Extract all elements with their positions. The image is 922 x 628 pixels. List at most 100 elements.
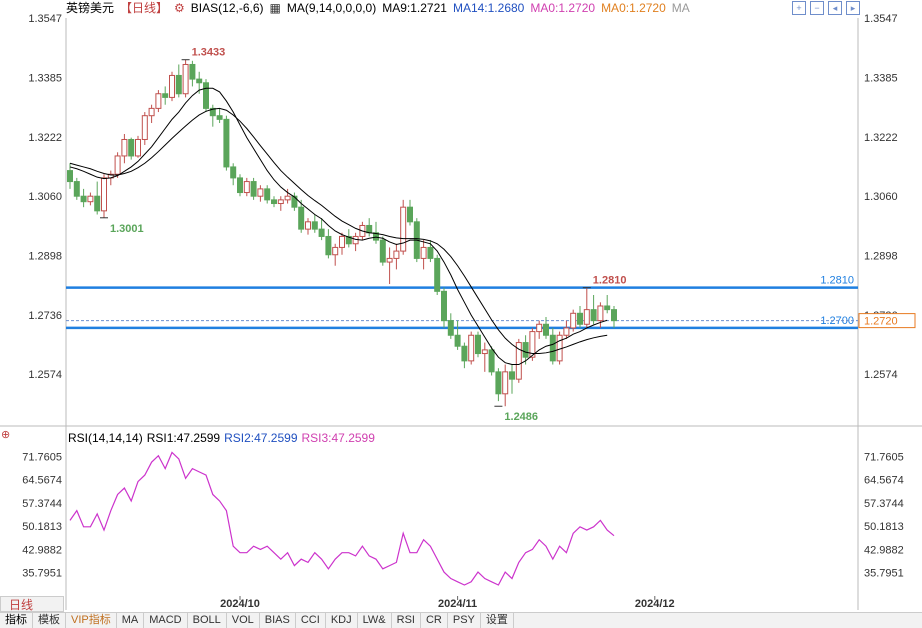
ma9-line	[69, 87, 608, 366]
rsi3-value: RSI3:47.2599	[301, 431, 375, 445]
price-tick-label: 1.3222	[28, 132, 62, 144]
indicator-tab[interactable]: LW&	[358, 613, 392, 628]
indicator-tab[interactable]: VOL	[227, 613, 260, 628]
indicator-tab[interactable]: CR	[421, 613, 448, 628]
candle-body	[549, 334, 556, 362]
price-tick-label: 1.3385	[28, 72, 62, 84]
candle-body	[277, 199, 284, 205]
candle-body	[366, 224, 373, 234]
candle-body	[407, 206, 413, 223]
scroll-right-icon[interactable]: ▸	[846, 1, 860, 15]
indicator-tab[interactable]: BOLL	[188, 613, 227, 628]
moving-average-lines	[69, 87, 608, 366]
candle-body	[67, 170, 73, 183]
ma9-value: MA9:1.2721	[382, 1, 447, 15]
indicator-tab[interactable]: CCI	[296, 613, 326, 628]
indicator-tab[interactable]: 设置	[481, 613, 514, 628]
indicator-tab[interactable]: PSY	[448, 613, 481, 628]
chart-icon[interactable]: ▦	[269, 1, 281, 15]
candle-body	[271, 199, 277, 205]
candle-body	[345, 235, 352, 245]
price-tick-label: 1.2736	[28, 310, 62, 322]
indicator-tab-bar: 指标 模板 VIP指标 MA MACD BOLL VOL BIAS CCI KDJ LW& RSI CR…	[0, 612, 922, 628]
zoom-out-icon[interactable]: −	[810, 1, 824, 15]
candle-body	[250, 181, 257, 197]
horizontal-line-label: 1.2810	[820, 275, 854, 287]
price-axis-left: 1.3547 1.3385 1.3222 1.3060 1.2898 1.2736 1.25…	[28, 13, 62, 381]
candle-body	[318, 228, 325, 237]
candle-body	[509, 371, 515, 380]
candle-body	[447, 320, 454, 336]
candle-body	[237, 177, 243, 194]
symbol-name: 英镑美元	[66, 1, 115, 15]
candle-body	[481, 349, 488, 355]
candle-body	[590, 309, 597, 322]
price-tick-label: 1.2574	[28, 369, 62, 381]
scroll-left-icon[interactable]: ◂	[828, 1, 842, 15]
period-label[interactable]: 【日线】	[120, 1, 169, 15]
ma-tail-label: MA	[671, 1, 690, 15]
candle-body	[400, 206, 407, 252]
current-price-tag	[858, 313, 916, 329]
candle-body	[583, 309, 590, 325]
indicator-tab[interactable]: KDJ	[326, 613, 358, 628]
indicator-tab[interactable]: 模板	[33, 613, 66, 628]
rsi-tick-label-right: 42.9882	[864, 544, 904, 556]
candle-body	[502, 371, 509, 395]
rsi-params: RSI(14,14,14)	[68, 431, 143, 445]
candle-body	[379, 239, 386, 263]
candle-body	[515, 342, 522, 380]
settings-icon[interactable]: ⚙	[174, 1, 185, 15]
price-axis-right: 1.35471.33851.32221.30601.28981.27361.25…	[864, 13, 898, 381]
candle-body	[536, 323, 543, 333]
rsi-tick-label: 71.7605	[22, 451, 62, 463]
candle-body	[441, 290, 447, 322]
rsi-tick-label: 35.7951	[22, 568, 62, 580]
indicator-tab[interactable]: 指标	[0, 613, 33, 628]
price-tick-label-right: 1.2898	[864, 250, 898, 262]
candle-body	[169, 74, 175, 98]
date-axis: 2024/10 2024/11 2024/12	[220, 596, 675, 610]
candle-body	[209, 107, 216, 117]
candle-body	[94, 195, 101, 212]
candle-body	[495, 371, 502, 395]
rsi2-value: RSI2:47.2599	[224, 431, 298, 445]
rsi-tick-label-right: 50.1813	[864, 521, 904, 533]
candle-body	[522, 342, 529, 358]
price-grid	[0, 18, 922, 610]
candle-body	[427, 246, 434, 259]
candle-body	[121, 138, 128, 157]
price-tick-label-right: 1.3385	[864, 72, 898, 84]
zoom-in-icon[interactable]: +	[792, 1, 806, 15]
rsi-tick-label: 57.3744	[22, 498, 62, 510]
indicator-tab[interactable]: VIP指标	[66, 613, 117, 628]
ma0a-value: MA0:1.2720	[530, 1, 596, 15]
candle-body	[175, 74, 182, 95]
rsi-tick-label-right: 57.3744	[864, 498, 904, 510]
indicator-tab[interactable]: BIAS	[260, 613, 296, 628]
candle-body	[393, 250, 400, 259]
candle-body	[563, 327, 570, 336]
indicator-tab[interactable]: MACD	[144, 613, 188, 628]
candle-body	[128, 138, 135, 157]
candle-body	[311, 221, 318, 230]
candle-body	[73, 181, 80, 197]
candle-body	[339, 235, 345, 248]
candle-body	[257, 188, 264, 197]
crosshair-icon[interactable]: ⊕	[1, 429, 11, 441]
candle-body	[434, 257, 441, 292]
rsi-tick-label-right: 71.7605	[864, 451, 904, 463]
candle-body	[305, 221, 311, 230]
period-tab-daily[interactable]: 日线	[0, 596, 64, 612]
toolbar-icons: + − ◂ ▸	[788, 1, 860, 15]
rsi-tick-label-right: 64.5674	[864, 475, 904, 487]
price-tick-label-right: 1.3222	[864, 132, 898, 144]
indicator-tab[interactable]: MA	[117, 613, 145, 628]
price-tick-label: 1.3547	[28, 13, 62, 25]
candle-body	[216, 115, 223, 120]
candle-body	[80, 195, 87, 203]
indicator-tab[interactable]: RSI	[392, 613, 421, 628]
candle-body	[182, 63, 189, 95]
price-tick-label-right: 1.3547	[864, 13, 898, 25]
